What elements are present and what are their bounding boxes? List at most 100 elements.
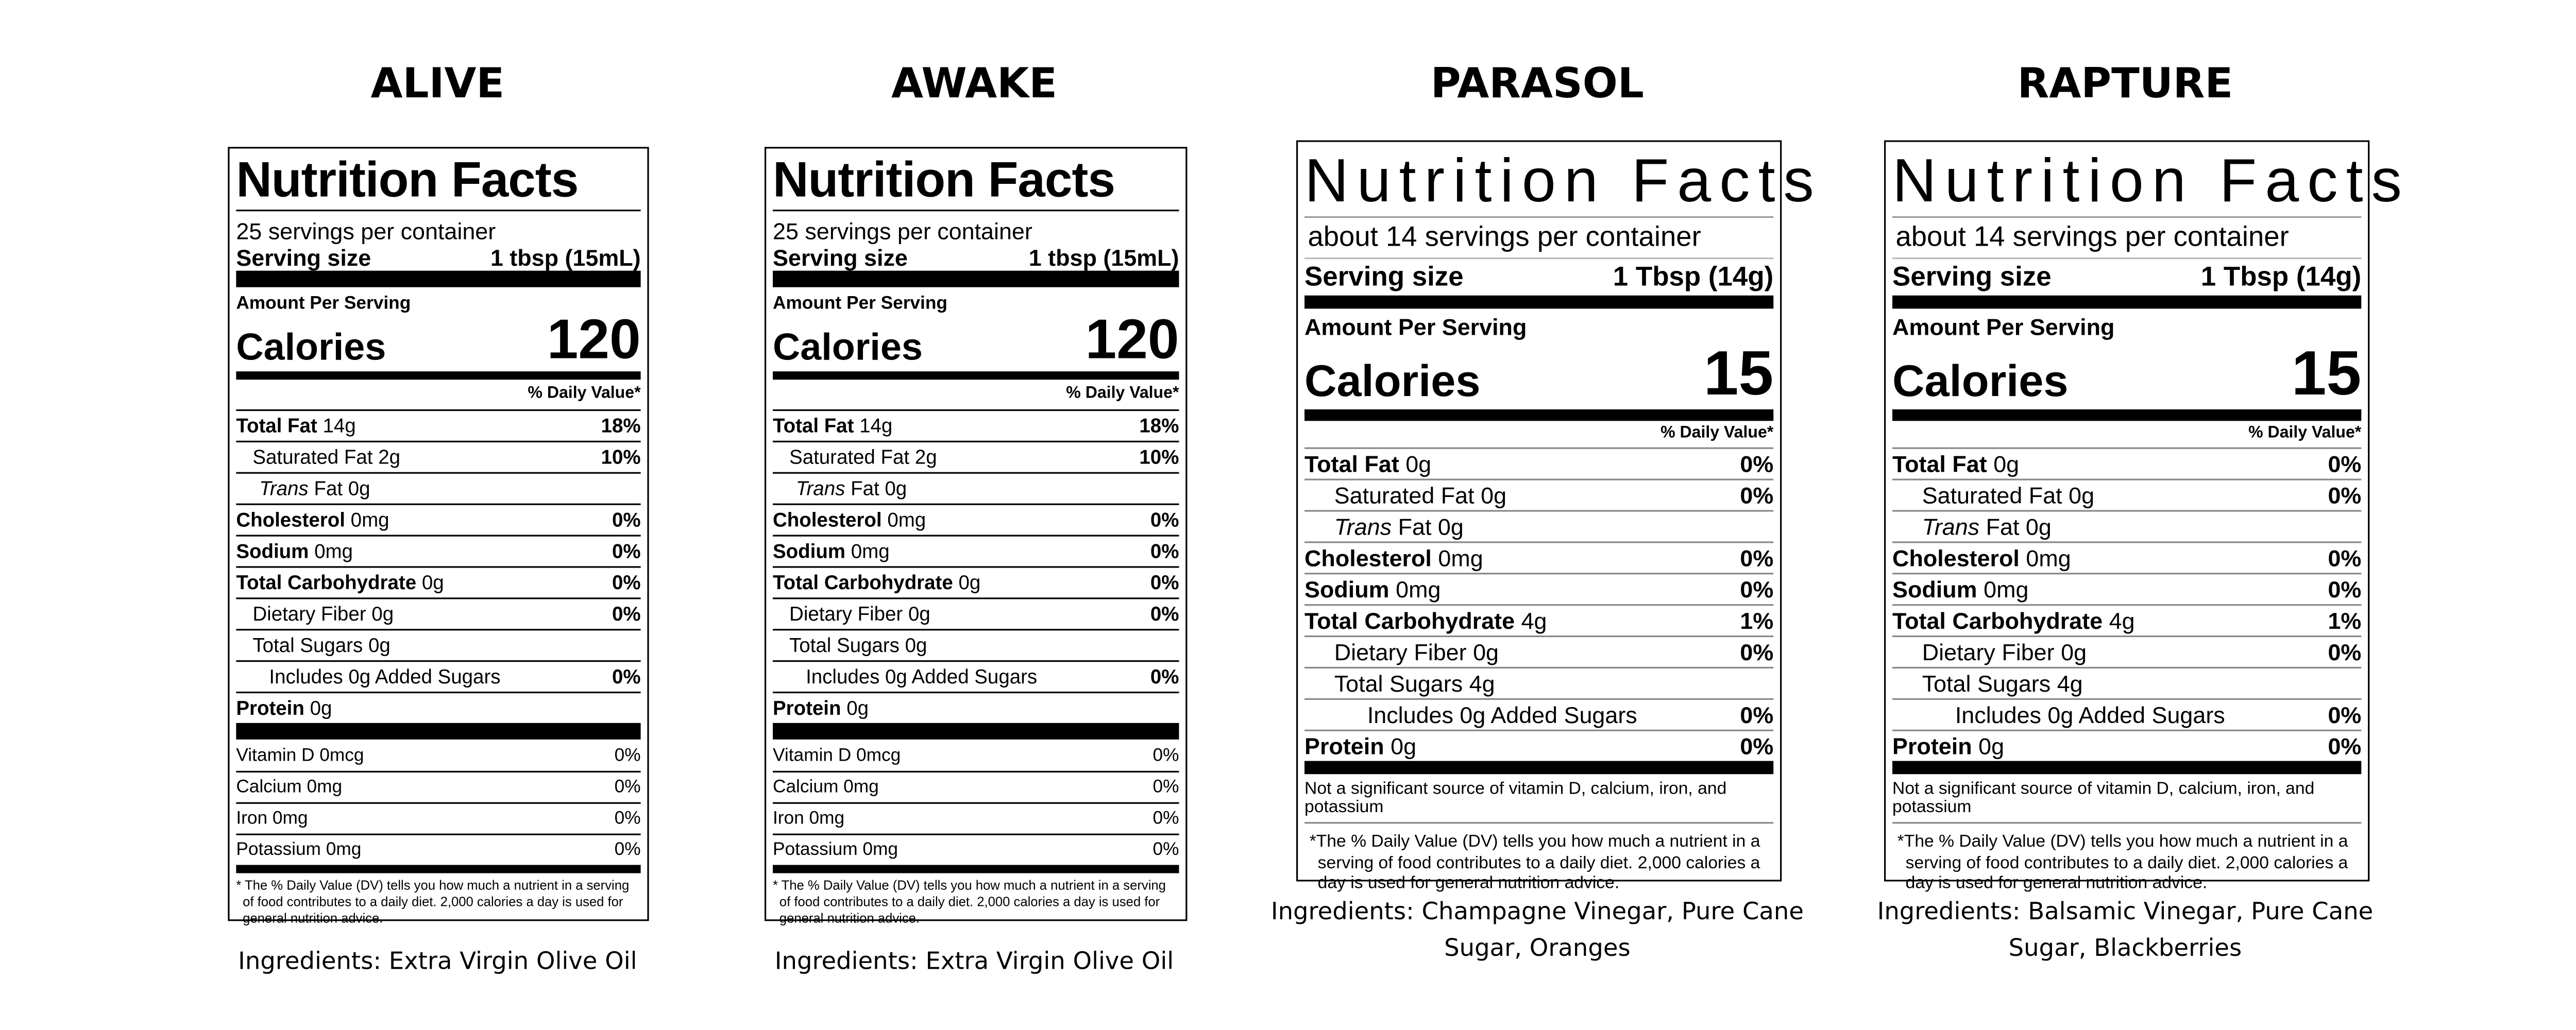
nutrient-row: Dietary Fiber 0g 0% bbox=[1304, 635, 1774, 667]
vitamin-name: Potassium 0mg bbox=[772, 840, 898, 860]
nutrient: Total Carbohydrate 0g bbox=[773, 571, 980, 594]
nutrient-name: Total Fat bbox=[1892, 450, 1987, 477]
vitamin-dv: 0% bbox=[1153, 745, 1179, 765]
nutrient-dv: 18% bbox=[1139, 414, 1179, 438]
calories-value: 120 bbox=[547, 308, 641, 372]
nutrient: Protein 0g bbox=[236, 697, 332, 720]
vitamin-name: Iron 0mg bbox=[772, 809, 845, 829]
nutrient-name: Saturated Fat bbox=[1922, 482, 2062, 509]
nutrient-row: Includes 0g Added Sugars 0% bbox=[1892, 698, 2362, 730]
ingredients: Ingredients: Extra Virgin Olive Oil bbox=[774, 949, 1174, 976]
nutrient-row: Total Carbohydrate 4g 1% bbox=[1304, 604, 1774, 636]
nutrient-row: Trans Fat 0g bbox=[1304, 510, 1774, 541]
nutrient-dv: 1% bbox=[1740, 607, 1774, 634]
nutrient-amount: 2g bbox=[378, 445, 401, 469]
nutrient: Sodium 0mg bbox=[236, 540, 353, 563]
divider bbox=[1892, 761, 2362, 775]
nutrient-dv: 0% bbox=[1740, 544, 1774, 571]
nutrient-dv: 0% bbox=[612, 602, 641, 626]
divider bbox=[1892, 409, 2362, 421]
nutrient-amount: 4g bbox=[1521, 607, 1547, 634]
nutrition-label: Nutrition Facts about 14 servings per con… bbox=[1296, 140, 1814, 893]
nutrient-dv: 0% bbox=[1150, 665, 1179, 689]
nutrient: Sodium 0mg bbox=[1304, 576, 1440, 603]
nutrient-name: Total Carbohydrate bbox=[236, 571, 417, 594]
nutrient-amount: 0g bbox=[1993, 450, 2020, 477]
nutrient: Sodium 0mg bbox=[1892, 576, 2028, 603]
nutrient-name: Sodium bbox=[1892, 576, 1977, 603]
nutrient-dv: 0% bbox=[2328, 733, 2362, 760]
nutrient-name: Includes 0g Added Sugars bbox=[1955, 701, 2225, 728]
vitamin-row: Vitamin D 0mcg 0% bbox=[773, 740, 1179, 771]
nutrient-dv: 1% bbox=[2328, 607, 2362, 634]
nutrient-name: Trans bbox=[1334, 513, 1392, 540]
ingredients: Ingredients: Balsamic Vinegar, Pure Cane… bbox=[1877, 899, 2374, 963]
servings: 25 servings per container bbox=[236, 218, 496, 245]
serving-size: Serving size 1 tbsp (15mL) bbox=[236, 244, 640, 270]
nutrient-dv: 0% bbox=[2328, 482, 2362, 509]
nutrient: Cholesterol 0mg bbox=[236, 508, 389, 531]
nutrient-amount: 14g bbox=[323, 414, 356, 438]
nutrient-amount: 0mg bbox=[2026, 544, 2071, 571]
nutrient-row: Protein 0g 0% bbox=[1304, 729, 1774, 761]
divider bbox=[772, 723, 1179, 740]
nutrient-amount: 0mg bbox=[887, 508, 926, 532]
nutrient-name: Protein bbox=[772, 696, 841, 720]
nutrient-dv: 0% bbox=[1150, 540, 1179, 563]
ingredients: Ingredients: Extra Virgin Olive Oil bbox=[238, 949, 637, 976]
label-title: Nutrition Facts bbox=[1892, 147, 2402, 218]
nutrient-dv: 0% bbox=[1740, 576, 1774, 603]
nutrient-name: Dietary Fiber bbox=[252, 602, 366, 626]
nutrient-row: Total Fat 0g 0% bbox=[1892, 447, 2362, 479]
nutrient-row: Includes 0g Added Sugars 0% bbox=[772, 660, 1179, 692]
calories-value: 15 bbox=[1703, 340, 1774, 409]
nutrient-name: Cholesterol bbox=[1892, 544, 2020, 571]
nutrient-amount: 14g bbox=[859, 414, 893, 438]
nutrient-row: Total Fat 0g 0% bbox=[1304, 447, 1774, 479]
calories-label: Calories bbox=[772, 325, 923, 368]
nutrient-name: Total Sugars bbox=[252, 633, 363, 657]
nutrient-name: Trans bbox=[795, 477, 845, 501]
nutrient: Protein 0g bbox=[1892, 733, 2004, 759]
nutrient-name: Total Fat bbox=[772, 414, 854, 438]
vitamin-row: Iron 0mg 0% bbox=[772, 802, 1179, 834]
nutrient: Dietary Fiber 0g bbox=[236, 603, 394, 626]
nutrient-row: Trans Fat 0g bbox=[1892, 510, 2362, 541]
vitamin-row: Iron 0mg 0% bbox=[236, 802, 641, 834]
nutrient: Dietary Fiber 0g bbox=[1892, 639, 2087, 665]
nutrient-row: Sodium 0mg 0% bbox=[772, 535, 1179, 566]
nutrient-row: Cholesterol 0mg 0% bbox=[236, 503, 641, 535]
nutrient-row: Protein 0g 0% bbox=[1892, 729, 2362, 761]
vitamin-dv: 0% bbox=[1153, 777, 1179, 798]
nutrient: Cholesterol 0mg bbox=[1892, 545, 2071, 571]
nutrient-dv: 10% bbox=[601, 445, 641, 469]
nutrient-name: Total Fat bbox=[236, 414, 317, 438]
nutrient-row: Sodium 0mg 0% bbox=[236, 535, 641, 566]
serving-size-label: Serving size bbox=[1304, 262, 1464, 293]
nutrient: Total Carbohydrate 0g bbox=[236, 571, 444, 594]
nutrient-name: Total Sugars bbox=[1922, 670, 2051, 697]
nutrient-row: Cholesterol 0mg 0% bbox=[772, 503, 1179, 535]
vitamin-dv: 0% bbox=[614, 777, 641, 798]
product-name: RAPTURE bbox=[2017, 59, 2233, 108]
nutrient-name: Cholesterol bbox=[236, 508, 345, 532]
nutrient: Total Fat 14g bbox=[773, 414, 892, 437]
calories-value: 120 bbox=[1085, 308, 1179, 372]
divider bbox=[772, 865, 1179, 873]
nutrient-amount: 0g bbox=[2061, 639, 2087, 665]
amount-per-serving: Amount Per Serving bbox=[1304, 313, 1527, 340]
servings: 25 servings per container bbox=[772, 218, 1032, 245]
product-name: PARASOL bbox=[1430, 59, 1644, 108]
servings: about 14 servings per container bbox=[1892, 218, 2362, 260]
nutrient-amount: Fat 0g bbox=[1986, 513, 2052, 540]
nutrient-amount: 0g bbox=[1978, 733, 2005, 760]
nutrient-name: Sodium bbox=[1304, 576, 1389, 603]
nutrient: Total Carbohydrate 4g bbox=[1304, 607, 1547, 633]
label-title: Nutrition Facts bbox=[1304, 147, 1814, 218]
nutrient-amount: 0g bbox=[421, 571, 444, 594]
vitamin-name: Calcium 0mg bbox=[772, 777, 879, 798]
amount-per-serving: Amount Per Serving bbox=[1892, 313, 2115, 340]
calories-label: Calories bbox=[236, 325, 386, 368]
nutrient: Includes 0g Added Sugars bbox=[236, 665, 500, 689]
